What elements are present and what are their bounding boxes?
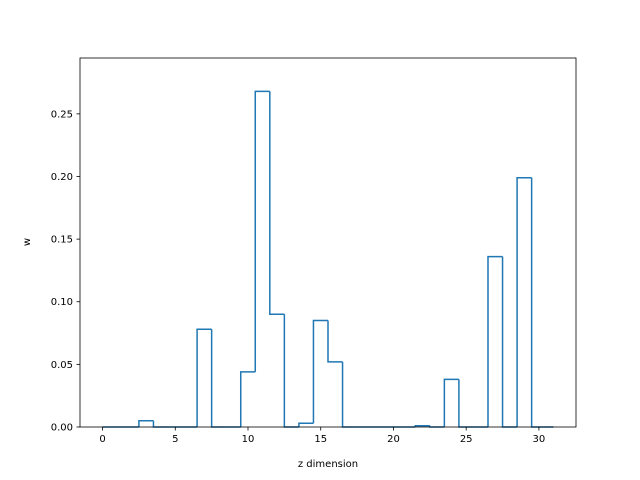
histogram-bin bbox=[414, 424, 430, 427]
histogram-bin bbox=[516, 176, 532, 427]
x-tick-label: 5 bbox=[172, 434, 178, 445]
histogram-bin bbox=[443, 378, 459, 427]
histogram-bin bbox=[138, 419, 154, 427]
y-tick-label: 0.05 bbox=[51, 360, 73, 371]
histogram-bin bbox=[327, 320, 343, 363]
x-tick-label: 0 bbox=[99, 434, 105, 445]
histogram-bin bbox=[298, 422, 314, 427]
axes-frame bbox=[79, 57, 577, 428]
y-tick-label: 0.00 bbox=[51, 423, 73, 434]
histogram-bin bbox=[269, 91, 285, 316]
y-tick-label: 0.20 bbox=[51, 172, 73, 183]
x-axis-label: z dimension bbox=[298, 459, 358, 470]
histogram-bin bbox=[254, 90, 270, 372]
histogram-bin bbox=[487, 255, 503, 427]
x-tick-label: 20 bbox=[387, 434, 400, 445]
y-tick-label: 0.10 bbox=[51, 297, 73, 308]
x-tick-label: 30 bbox=[533, 434, 546, 445]
x-tick-label: 10 bbox=[242, 434, 255, 445]
y-tick-label: 0.15 bbox=[51, 235, 73, 246]
histogram-bin bbox=[196, 328, 212, 427]
axes: 0 5 10 15 20 25 30 0.00 0.05 0.10 0.15 0.20 0.25 bbox=[51, 57, 577, 445]
x-tick-label: 15 bbox=[314, 434, 327, 445]
y-axis-label: w bbox=[22, 238, 33, 246]
y-tick-label: 0.25 bbox=[51, 109, 73, 120]
histogram-bin bbox=[239, 371, 256, 427]
x-tick-label: 25 bbox=[460, 434, 473, 445]
histogram-bin bbox=[312, 319, 328, 424]
